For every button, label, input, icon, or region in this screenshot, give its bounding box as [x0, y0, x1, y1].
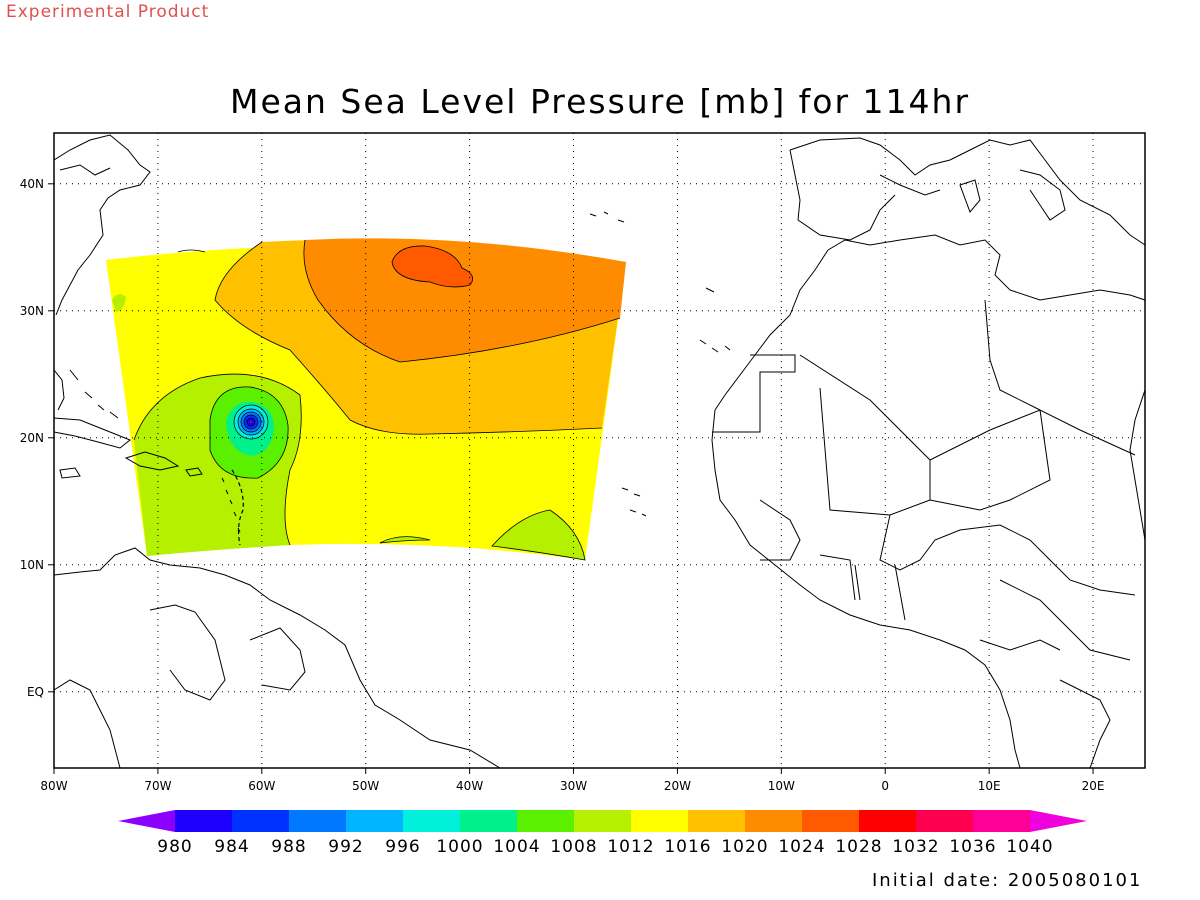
- contour-1020: [303, 239, 621, 363]
- colorbar-swatch: [175, 810, 232, 832]
- colorbar-swatch: [631, 810, 688, 832]
- field-1008-1012-nw-blob: [112, 294, 126, 312]
- colorbar-label: 996: [385, 837, 420, 857]
- colorbar-label: 1040: [1006, 837, 1053, 857]
- chart-title: Mean Sea Level Pressure [mb] for 114hr: [229, 82, 971, 121]
- lon-tick-label: 20W: [664, 779, 691, 793]
- longitude-ticks: 80W 70W 60W 50W 40W 30W 20W 10W 0 10E 20E: [40, 768, 1104, 793]
- experimental-product-label: Experimental Product: [6, 2, 210, 22]
- colorbar-swatch: [232, 810, 289, 832]
- lon-tick-label: 30W: [560, 779, 587, 793]
- contour-1012: [133, 373, 302, 546]
- lon-tick-label: 50W: [352, 779, 379, 793]
- colorbar-label: 1036: [949, 837, 996, 857]
- colorbar-label: 1028: [835, 837, 882, 857]
- colorbar-label: 984: [214, 837, 249, 857]
- colorbar-label: 1020: [721, 837, 768, 857]
- lon-tick-label: 40W: [456, 779, 483, 793]
- colorbar-label: 980: [157, 837, 192, 857]
- colorbar-swatch: [916, 810, 973, 832]
- lon-tick-label: 80W: [40, 779, 67, 793]
- initial-date-label: Initial date: 2005080101: [872, 870, 1143, 891]
- colorbar-swatch: [460, 810, 517, 832]
- contour-1012-nw: [177, 249, 206, 253]
- colorbar-label: 1024: [778, 837, 825, 857]
- colorbar-swatch: [859, 810, 916, 832]
- ring-core: [248, 419, 254, 425]
- latitude-ticks: 40N 30N 20N 10N EQ: [20, 177, 54, 699]
- colorbar-arrow-high: [1030, 810, 1087, 832]
- colorbar-label: 1032: [892, 837, 939, 857]
- colorbar-swatch: [289, 810, 346, 832]
- colorbar-label: 1008: [550, 837, 597, 857]
- pressure-field: [106, 238, 626, 561]
- dashed-contour: [231, 469, 244, 546]
- colorbar-label: 1004: [493, 837, 540, 857]
- map-frame: [53, 132, 1146, 769]
- lat-tick-label: 30N: [20, 304, 44, 318]
- colorbar-swatch: [346, 810, 403, 832]
- colorbar: 980 984 988 992 996 1000 1004 1008 1012 1016 1020 1…: [118, 810, 1087, 857]
- colorbar-swatch: [973, 810, 1030, 832]
- field-1008-1012-east: [491, 509, 586, 561]
- colorbar-swatch: [745, 810, 802, 832]
- colorbar-swatch: [574, 810, 631, 832]
- lat-tick-label: 10N: [20, 558, 44, 572]
- field-1008-1012-small: [379, 536, 431, 544]
- lat-tick-label: 20N: [20, 431, 44, 445]
- lat-tick-label: EQ: [27, 685, 44, 699]
- colorbar-arrow-low: [118, 810, 175, 832]
- lon-tick-label: 70W: [144, 779, 171, 793]
- field-1020-1024: [303, 238, 626, 362]
- colorbar-label: 988: [271, 837, 306, 857]
- lon-tick-label: 10E: [978, 779, 1001, 793]
- contour-1016: [214, 241, 603, 435]
- colorbar-swatch: [688, 810, 745, 832]
- colorbar-label: 1016: [664, 837, 711, 857]
- lon-tick-label: 60W: [248, 779, 275, 793]
- colorbar-label: 1000: [436, 837, 483, 857]
- lat-tick-label: 40N: [20, 177, 44, 191]
- field-1024-1028: [391, 245, 474, 288]
- lon-tick-label: 0: [881, 779, 889, 793]
- colorbar-label: 992: [328, 837, 363, 857]
- colorbar-label: 1012: [607, 837, 654, 857]
- coastlines: [54, 134, 1145, 768]
- colorbar-swatch: [802, 810, 859, 832]
- colorbar-swatch: [403, 810, 460, 832]
- colorbar-swatch: [517, 810, 574, 832]
- lon-tick-label: 20E: [1082, 779, 1105, 793]
- lon-tick-label: 10W: [768, 779, 795, 793]
